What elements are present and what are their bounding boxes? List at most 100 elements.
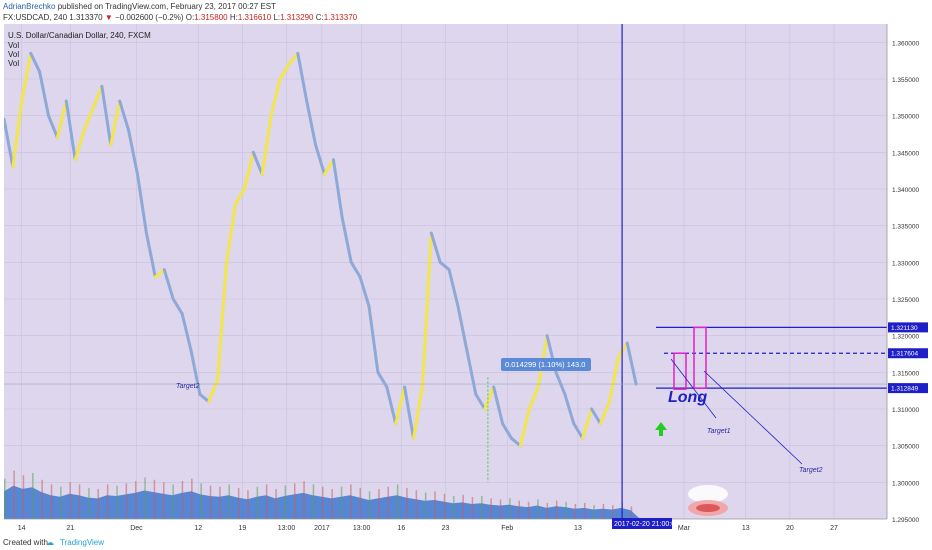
volume-bar (340, 486, 343, 519)
high-label: H: (229, 13, 238, 22)
x-tick-label: 20 (786, 525, 794, 532)
price-chart[interactable]: 1.360000 1.355000 1.350000 1.345000 1.340000… (2, 24, 928, 539)
volume-bar (50, 484, 53, 519)
price-segment (527, 385, 540, 411)
price-segment (590, 407, 602, 426)
volume-bar (546, 502, 549, 519)
legend-vol-2: Vol (8, 50, 19, 59)
price-segment (251, 150, 264, 176)
volume-bar (443, 493, 446, 519)
x-tick-label: 16 (397, 525, 405, 532)
volume-bar (88, 487, 90, 519)
y-tick-label: 1.305000 (892, 444, 919, 451)
x-tick-label: Mar (678, 525, 691, 532)
price-segment (216, 260, 229, 382)
x-tick-label: 2017 (314, 525, 330, 532)
y-tick-label: 1.310000 (892, 407, 919, 414)
price-segment (331, 158, 344, 220)
price-segment (420, 231, 433, 389)
volume-bar (13, 470, 15, 519)
symbol-label: FX:USDCAD, 240 (3, 13, 68, 22)
x-tick-label: 27 (830, 525, 838, 532)
price-segment (616, 341, 629, 360)
volume-bar (350, 484, 352, 519)
x-tick-label: 19 (239, 525, 247, 532)
volume-bars (4, 470, 641, 519)
tradingview-logo-icon: ☁ (46, 538, 54, 547)
price-segment (385, 385, 398, 426)
price-segment (144, 231, 157, 279)
watermark-badge-icon (688, 485, 728, 516)
price-segment (438, 260, 451, 272)
price-axis-panel[interactable] (887, 24, 928, 539)
price-segment (349, 260, 362, 279)
down-arrow-icon: ▼ (104, 13, 113, 22)
price-segment (278, 62, 291, 81)
volume-bar (555, 500, 558, 519)
volume-bar (499, 499, 502, 519)
price-segment (55, 99, 68, 140)
y-tick-label: 1.355000 (892, 77, 919, 84)
volume-bar (106, 484, 109, 519)
price-segment (287, 51, 300, 66)
price-segment (180, 312, 193, 352)
author-link[interactable]: AdrianBrechko (3, 2, 56, 11)
price-segment (474, 392, 487, 411)
price-segment (358, 275, 371, 308)
date-marker-label: 2017-02-20 21:00:00 (614, 521, 679, 528)
chart-header: AdrianBrechko published on TradingView.c… (0, 0, 932, 24)
low-label: L: (273, 13, 281, 22)
price-segment (296, 51, 309, 103)
price-segment (599, 400, 611, 426)
price-segment (20, 51, 33, 103)
price-segment (100, 84, 113, 147)
date-marker-box (612, 518, 672, 529)
price-segment (572, 422, 585, 440)
price-badge-label: 1.321130 (891, 325, 918, 332)
volume-bar (69, 482, 71, 519)
target2-right-label: Target2 (799, 467, 823, 474)
price-segment (518, 407, 531, 448)
volume-bar (135, 481, 137, 519)
price-segment (483, 385, 496, 411)
price-segment (91, 84, 104, 110)
volume-bar (116, 485, 118, 519)
y-tick-label: 1.315000 (892, 370, 919, 377)
x-tick-label: 12 (194, 525, 202, 532)
volume-bar (406, 487, 408, 519)
volume-bar (368, 491, 371, 519)
legend-vol-1: Vol (8, 41, 19, 50)
volume-bar (60, 486, 62, 519)
x-tick-label: 13 (574, 525, 582, 532)
chart-area[interactable]: 1.360000 1.355000 1.350000 1.345000 1.340000… (2, 24, 928, 539)
volume-bar (219, 486, 221, 519)
green-up-arrow-icon (655, 422, 667, 436)
price-segment (73, 128, 86, 162)
y-tick-label: 1.320000 (892, 334, 919, 341)
price-segment (136, 172, 148, 235)
volume-bar (424, 492, 427, 519)
x-tick-label: 23 (442, 525, 450, 532)
volume-bar (153, 479, 156, 519)
last-price: 1.313370 (69, 13, 103, 22)
y-tick-label: 1.340000 (892, 187, 919, 194)
volume-bar (4, 478, 6, 519)
target1-box (673, 352, 687, 390)
x-tick-label: Dec (130, 525, 143, 532)
volume-bar (331, 489, 333, 519)
price-segment (554, 370, 567, 396)
tradingview-brand[interactable]: TradingView (60, 538, 105, 547)
price-segment (64, 99, 77, 162)
volume-bar (144, 477, 146, 519)
measure-label: 0.014299 (1.10%) 143.0 (505, 360, 585, 369)
price-badge-box (888, 383, 928, 394)
volume-bar (41, 479, 43, 519)
high-value: 1.316610 (237, 13, 272, 22)
volume-bar (163, 482, 165, 519)
volume-bar (256, 486, 259, 519)
volume-bar (200, 483, 202, 519)
time-axis-ticks: 14 21 Dec 12 19 13:00 2017 13:00 16 23 Feb 13 Mar 13 2… (18, 525, 838, 532)
price-segment (234, 187, 246, 206)
volume-bar (275, 489, 277, 519)
long-label: Long (668, 389, 707, 406)
